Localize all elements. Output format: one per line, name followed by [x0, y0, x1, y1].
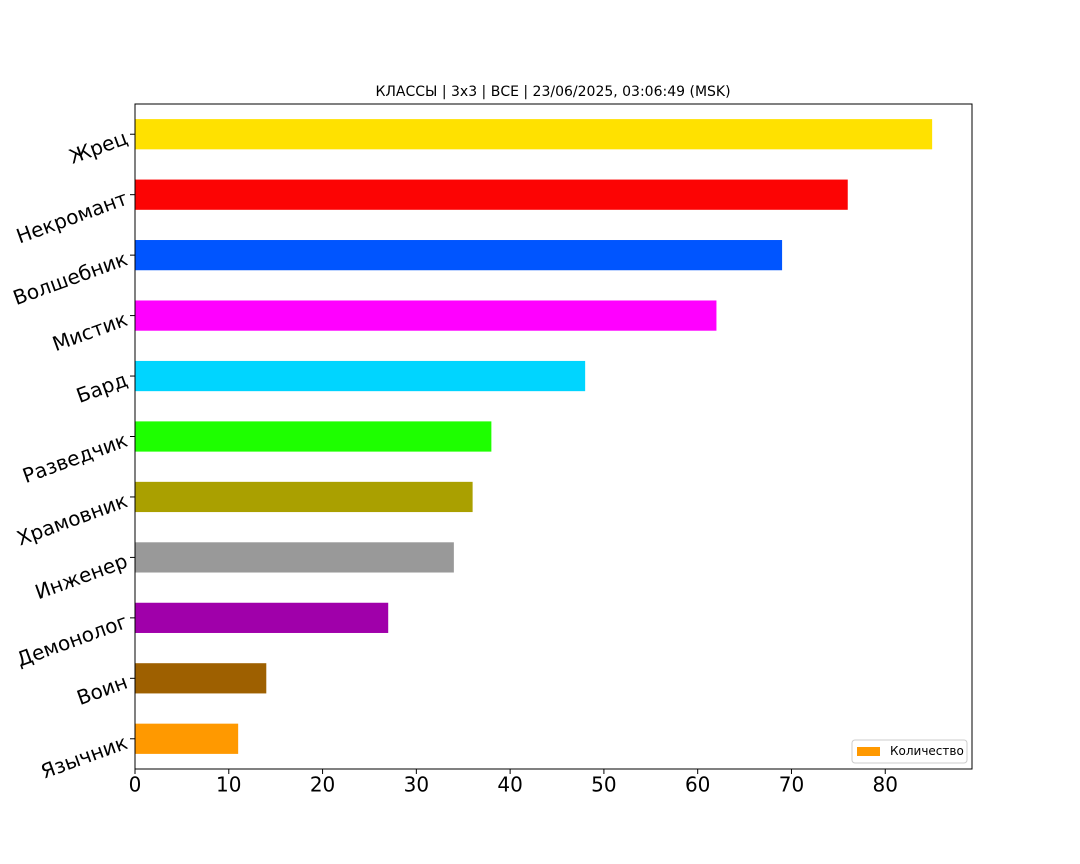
y-tick-label: Язычник [38, 730, 131, 783]
y-tick-label: Храмовник [13, 488, 130, 550]
x-tick-label: 70 [779, 773, 804, 797]
y-tick-label: Жрец [66, 126, 131, 169]
y-tick-label: Демонолог [13, 609, 130, 671]
bar [135, 240, 783, 271]
plot-frame [134, 103, 973, 770]
x-tick-label: 20 [310, 773, 335, 797]
x-tick-label: 10 [216, 773, 241, 797]
y-tick-label: Волшебник [10, 246, 131, 310]
y-tick-label: Инженер [32, 549, 131, 605]
bar [135, 421, 492, 452]
chart-title: КЛАССЫ | 3x3 | ВСЕ | 23/06/2025, 03:06:4… [375, 84, 730, 100]
y-tick-label: Мистик [49, 307, 130, 356]
bar [135, 119, 933, 150]
legend-box [851, 739, 968, 764]
bar [135, 179, 848, 210]
bar [135, 360, 586, 392]
bar [135, 300, 717, 331]
y-tick-label: Бард [73, 367, 131, 408]
x-tick-label: 60 [685, 773, 710, 797]
bar [135, 481, 473, 513]
legend-swatch [857, 747, 880, 756]
x-tick-label: 40 [497, 773, 522, 797]
bar [135, 602, 389, 633]
bar [135, 663, 267, 694]
x-tick-label: 0 [129, 773, 142, 797]
bar [135, 542, 454, 573]
bar [135, 723, 239, 754]
x-tick-label: 50 [591, 773, 616, 797]
y-tick-label: Некромант [13, 186, 131, 248]
x-tick-label: 80 [873, 773, 898, 797]
x-tick-label: 30 [404, 773, 429, 797]
legend-label: Количество [890, 744, 964, 758]
y-tick-label: Воин [73, 670, 130, 710]
y-tick-label: Разведчик [19, 428, 130, 488]
